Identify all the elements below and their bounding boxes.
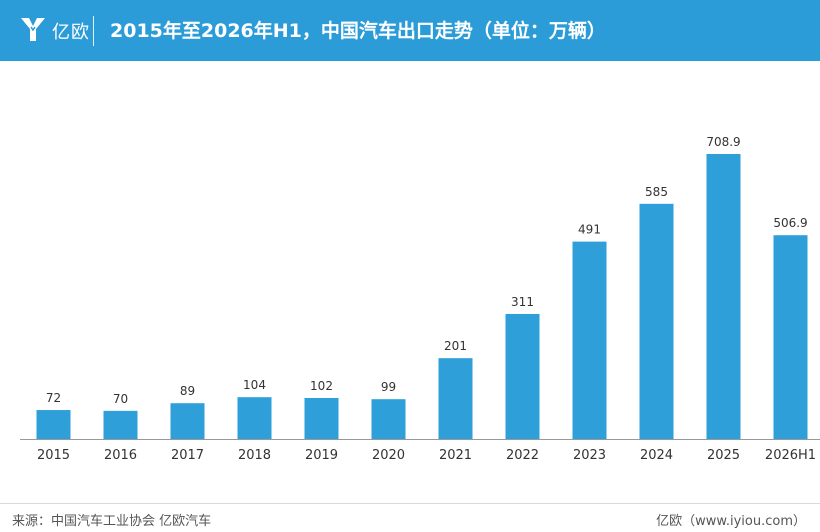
bar [304,397,339,439]
bar [36,410,71,439]
x-tick-label: 2026H1 [765,448,816,463]
logo-text: 亿欧 [52,22,90,43]
data-label: 89 [180,384,195,398]
x-tick-label: 2019 [305,448,338,463]
yiou-logo-icon [18,14,48,48]
x-tick-label: 2016 [104,448,137,463]
data-label: 311 [511,295,534,309]
header-divider [93,16,94,46]
bar-chart: 72 2015 70 2016 89 2017 104 2018 102 2019 99 2020 20… [20,135,820,463]
data-label: 104 [243,378,266,392]
bar [706,154,741,439]
x-tick-label: 2021 [439,448,472,463]
data-label: 70 [113,392,128,406]
credit-note: 亿欧（www.iyiou.com） [656,514,806,529]
footer-divider [0,503,820,504]
data-label: 491 [578,223,601,237]
data-label: 102 [310,379,333,393]
bar [170,403,205,439]
data-label: 585 [645,185,668,199]
bar [572,241,607,439]
x-tick-label: 2018 [238,448,271,463]
bar [371,399,406,439]
source-note: 来源：中国汽车工业协会 亿欧汽车 [12,514,212,529]
data-label: 201 [444,339,467,353]
header-bar: 亿欧 2015年至2026年H1，中国汽车出口走势（单位：万辆） [0,0,820,61]
x-tick-label: 2017 [171,448,204,463]
bar [505,313,540,439]
logo[interactable]: 亿欧 [18,14,90,48]
x-tick-label: 2015 [37,448,70,463]
x-tick-label: 2025 [707,448,740,463]
x-tick-label: 2020 [372,448,405,463]
bar [237,397,272,439]
bar [773,235,808,439]
data-label: 708.9 [706,135,740,149]
bar [639,203,674,439]
x-tick-label: 2022 [506,448,539,463]
page-title: 2015年至2026年H1，中国汽车出口走势（单位：万辆） [110,20,606,42]
data-label: 72 [46,391,61,405]
bar [103,410,138,439]
bar [438,358,473,439]
data-label: 99 [381,380,396,394]
x-tick-label: 2023 [573,448,606,463]
x-tick-label: 2024 [640,448,673,463]
data-label: 506.9 [773,216,807,230]
